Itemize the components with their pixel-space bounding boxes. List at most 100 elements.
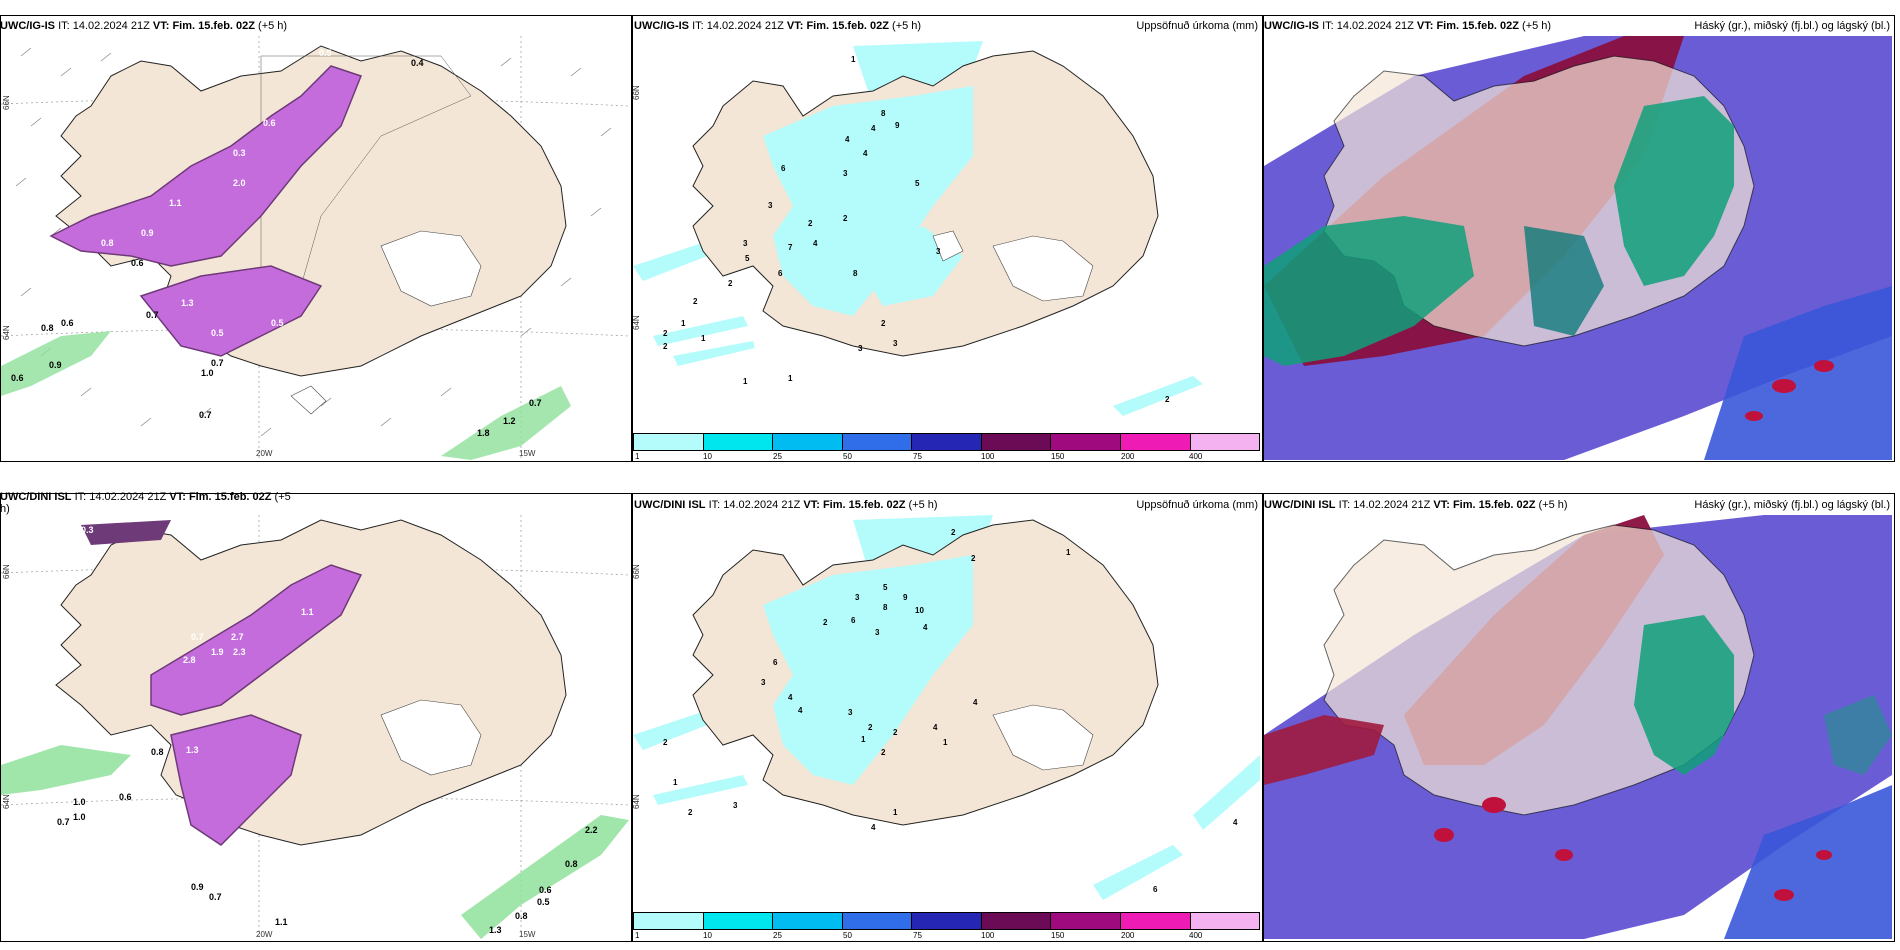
- value-label: 3: [768, 201, 773, 210]
- value-label: 0.6: [539, 885, 552, 895]
- colorbar-label: 25: [773, 452, 782, 461]
- value-label: 0.4: [411, 58, 424, 68]
- snowfall-area: [150, 564, 363, 716]
- value-label: 4: [871, 823, 876, 832]
- value-label: 1: [743, 377, 748, 386]
- value-label: 0.8: [151, 747, 164, 757]
- colorbar-label: 50: [843, 931, 852, 940]
- vt-label: VT:: [169, 491, 186, 503]
- colorbar-swatch: [1120, 434, 1191, 450]
- value-label: 2.3: [233, 647, 246, 657]
- value-label: 1.0: [73, 812, 86, 822]
- value-label: 5: [915, 179, 920, 188]
- colorbar-swatch: [773, 434, 843, 450]
- colorbar-swatch: [703, 434, 774, 450]
- value-label: 1.2: [503, 416, 516, 426]
- value-label: 0.7: [211, 358, 224, 368]
- vt-value: Fim. 15.feb. 02Z: [188, 491, 272, 503]
- value-label: 1: [701, 334, 706, 343]
- panel-title: UWC/IG-IS IT: 14.02.2024 21Z VT: Fim. 15…: [634, 19, 921, 33]
- value-label: 0.6: [263, 118, 276, 128]
- snowfall-area: [49, 65, 362, 267]
- value-label: 2.7: [231, 632, 244, 642]
- value-label: 2: [881, 748, 886, 757]
- value-label: 5: [883, 583, 888, 592]
- panel-title: UWC/DINI ISL IT: 14.02.2024 21Z VT: Fim.…: [0, 491, 291, 503]
- lat-label: 66N: [2, 95, 11, 110]
- model-name: UWC/IG-IS: [1264, 20, 1319, 32]
- value-label: 2.0: [233, 178, 246, 188]
- value-label: 1: [893, 808, 898, 817]
- value-label: 3: [936, 247, 941, 256]
- glacier: [380, 230, 482, 307]
- value-label: 0.5: [271, 318, 284, 328]
- value-label: 3: [855, 593, 860, 602]
- value-label: 0.9: [49, 360, 62, 370]
- lat-label: 64N: [2, 794, 11, 809]
- value-label: 9: [903, 593, 908, 602]
- value-label: 4: [788, 693, 793, 702]
- value-label: 2: [893, 728, 898, 737]
- value-label: 0.8: [515, 911, 528, 921]
- field-title: Háský (gr.), miðský (fj.bl.) og lágský (…: [1694, 20, 1890, 32]
- colorbar-swatch: [912, 434, 982, 450]
- map-top-left: 0.5 0.4 0.6 0.3 0.8 0.9 1.1 2.0 1.3 0.5 …: [1, 36, 629, 460]
- value-label: 0.7: [199, 410, 212, 420]
- vt-label: VT:: [803, 499, 820, 511]
- value-label: 2: [868, 723, 873, 732]
- value-label: 0.8: [101, 238, 114, 248]
- value-label: 1.3: [186, 745, 199, 755]
- value-label: 2: [663, 329, 668, 338]
- it-value: 14.02.2024 21Z: [1336, 20, 1414, 32]
- lon-label: 20W: [256, 449, 273, 458]
- lat-label: 64N: [2, 325, 11, 340]
- colorbar-swatch: [1190, 434, 1260, 450]
- value-label: 0.8: [565, 859, 578, 869]
- value-label: 0.3: [233, 148, 246, 158]
- it-label: IT:: [692, 20, 704, 32]
- value-label: 0.9: [191, 882, 204, 892]
- colorbar-label: 1: [635, 452, 640, 461]
- colorbar-swatches: [633, 912, 1260, 930]
- value-label: 2: [728, 279, 733, 288]
- colorbar-swatch: [981, 434, 1052, 450]
- value-label: 1.3: [489, 925, 502, 935]
- value-label: 1.9: [211, 647, 224, 657]
- lat-label: 66N: [633, 564, 641, 579]
- map-top-right: [1264, 36, 1892, 460]
- colorbar-label: 10: [703, 452, 712, 461]
- value-label: 9: [895, 121, 900, 130]
- value-label: 3: [843, 169, 848, 178]
- lat-label: 64N: [633, 794, 641, 809]
- value-label: 0.5: [537, 897, 550, 907]
- value-label: 4: [923, 623, 928, 632]
- map-bottom-middle: 2 2 1 5 3 8 9 10 6 3 4 6 3 2 4 4 3 2 1 2…: [633, 515, 1260, 910]
- vt-label: VT:: [1433, 499, 1450, 511]
- value-label: 8: [853, 269, 858, 278]
- value-label: 3: [848, 708, 853, 717]
- it-value: 14.02.2024 21Z: [706, 20, 784, 32]
- value-label: 4: [798, 706, 803, 715]
- colorbar-label: 150: [1051, 931, 1065, 940]
- lon-label: 15W: [519, 449, 536, 458]
- precip-values: 2 2 1 5 3 8 9 10 6 3 4 6 3 2 4 4 3 2 1 2…: [663, 528, 1238, 894]
- value-label: 1: [861, 735, 866, 744]
- lead-time: (+5 h): [258, 20, 288, 32]
- snowfall-area: [170, 714, 302, 846]
- value-label: 6: [781, 164, 786, 173]
- colorbar-label: 200: [1121, 931, 1135, 940]
- lead-time: (+5 h): [1522, 20, 1552, 32]
- lat-label: 66N: [633, 85, 641, 100]
- glacier: [380, 699, 482, 776]
- rain-area: [461, 815, 629, 939]
- it-label: IT:: [708, 499, 721, 511]
- it-value: 14.02.2024 21Z: [1353, 499, 1431, 511]
- vt-label: VT:: [1416, 20, 1434, 32]
- snowfall-area: [81, 520, 171, 545]
- colorbar-label: 100: [981, 452, 995, 461]
- map-top-middle: 1 4 4 8 9 6 3 4 3 5 2 3 7 6 5 2 4 2 3 8 …: [633, 36, 1260, 430]
- rain-area: [441, 386, 571, 460]
- snowfall-area: [139, 265, 323, 357]
- value-label: 1: [673, 778, 678, 787]
- lat-label: 66N: [2, 564, 11, 579]
